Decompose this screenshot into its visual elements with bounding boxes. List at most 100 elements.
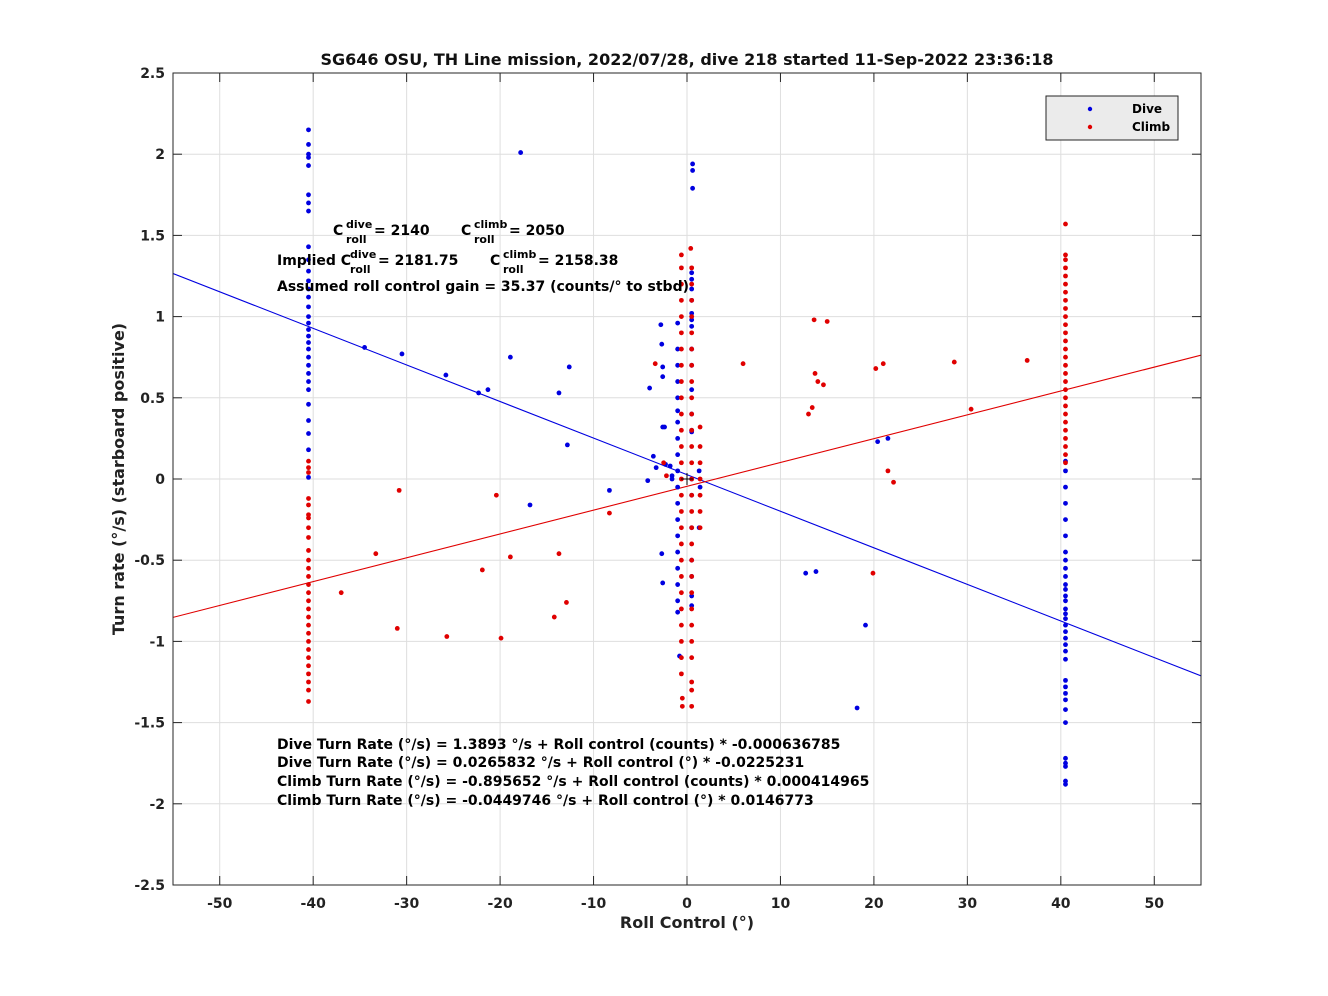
climb-point xyxy=(678,252,684,258)
dive-point xyxy=(1063,574,1068,579)
climb-point xyxy=(607,510,612,516)
climb-point xyxy=(1063,460,1068,466)
legend-box xyxy=(1045,95,1179,141)
climb-point xyxy=(1024,358,1030,363)
climb-point xyxy=(306,671,311,677)
dive-point xyxy=(675,582,681,587)
climb-point xyxy=(1063,427,1068,433)
climb-point xyxy=(678,281,684,287)
dive-point xyxy=(669,476,675,482)
climb-point xyxy=(1063,281,1068,287)
climb-point xyxy=(689,541,695,547)
climb-point xyxy=(1063,306,1068,311)
climb-point xyxy=(697,476,703,482)
climb-point xyxy=(1063,314,1068,319)
climb-point xyxy=(678,427,684,433)
climb-point xyxy=(1063,362,1068,368)
climb-point xyxy=(697,444,703,449)
climb-point xyxy=(689,346,695,352)
x-tick-label: 40 xyxy=(1051,896,1071,912)
climb-point xyxy=(1063,330,1068,336)
climb-point xyxy=(689,330,695,336)
dive-point xyxy=(1063,642,1068,648)
climb-point xyxy=(678,509,684,514)
legend-climb-label: Climb xyxy=(1132,120,1171,134)
dive-point xyxy=(650,453,656,459)
regression-equations: Dive Turn Rate (°/s) = 1.3893 °/s + Roll… xyxy=(277,737,869,809)
climb-point xyxy=(661,460,667,466)
dive-point xyxy=(885,436,891,441)
climb-point xyxy=(689,606,695,612)
climb-point xyxy=(678,460,684,466)
climb-point xyxy=(678,541,684,547)
climb-point xyxy=(679,695,685,701)
x-tick-label: 10 xyxy=(771,896,791,912)
dive-point xyxy=(1063,517,1068,522)
climb-point xyxy=(338,590,344,596)
dive-point xyxy=(1063,587,1068,592)
climb-point xyxy=(678,492,684,498)
dive-point xyxy=(696,468,702,474)
climb-point xyxy=(306,548,311,553)
climb-point xyxy=(1063,257,1068,263)
dive-point xyxy=(675,500,681,506)
dive-point xyxy=(1063,648,1068,654)
dive-point xyxy=(659,551,665,557)
climb-point xyxy=(678,557,684,563)
legend: Dive Climb xyxy=(1045,95,1179,141)
dive-point xyxy=(1063,468,1068,474)
climb-point xyxy=(306,470,311,475)
x-tick-label: 50 xyxy=(1145,896,1165,912)
climb-point xyxy=(689,265,695,271)
climb-point xyxy=(1063,265,1068,271)
dive-point xyxy=(675,320,681,326)
climb-point xyxy=(678,622,684,628)
dive-point xyxy=(306,257,311,263)
climb-point xyxy=(697,424,703,430)
climb-point xyxy=(697,525,703,531)
dive-point xyxy=(1063,656,1068,662)
dive-point xyxy=(675,598,681,604)
dive-point xyxy=(306,244,311,250)
climb-point xyxy=(678,655,684,661)
dive-point xyxy=(675,436,681,441)
dive-point xyxy=(362,345,367,350)
climb-point xyxy=(306,502,311,508)
climb-point xyxy=(678,671,684,677)
climb-point xyxy=(306,515,311,521)
dive-point xyxy=(1063,557,1068,563)
climb-point xyxy=(678,639,684,644)
dive-point xyxy=(306,340,311,345)
dive-point xyxy=(660,374,666,380)
y-axis-label: Turn rate (°/s) (starboard positive) xyxy=(109,323,128,635)
climb-point xyxy=(1063,436,1068,441)
climb-point xyxy=(1063,252,1068,258)
y-tick-label: -2 xyxy=(149,797,165,813)
dive-point xyxy=(675,419,681,425)
climb-point xyxy=(697,509,703,514)
climb-point xyxy=(664,473,669,479)
c-climb-sub: roll xyxy=(474,233,495,246)
climb-point xyxy=(824,319,830,324)
climb-point xyxy=(1063,444,1068,449)
c-climb-value: = 2050 xyxy=(509,223,565,239)
climb-point xyxy=(870,570,876,576)
climb-point xyxy=(811,317,817,323)
dive-point xyxy=(306,278,311,284)
dive-point xyxy=(813,569,819,574)
dive-point xyxy=(1063,720,1068,725)
dive-point xyxy=(675,408,681,414)
dive-point xyxy=(1063,549,1068,555)
implied-climb-prefix: C xyxy=(490,253,500,269)
climb-point xyxy=(812,371,818,376)
climb-point xyxy=(1063,297,1068,303)
climb-point xyxy=(306,614,311,620)
climb-point xyxy=(689,622,695,628)
dive-point xyxy=(690,168,696,173)
legend-climb-marker xyxy=(1087,124,1093,130)
chart-title: SG646 OSU, TH Line mission, 2022/07/28, … xyxy=(320,50,1053,69)
dive-point xyxy=(675,609,681,615)
climb-point xyxy=(678,346,684,352)
equation-climb-counts: Climb Turn Rate (°/s) = -0.895652 °/s + … xyxy=(277,774,869,790)
